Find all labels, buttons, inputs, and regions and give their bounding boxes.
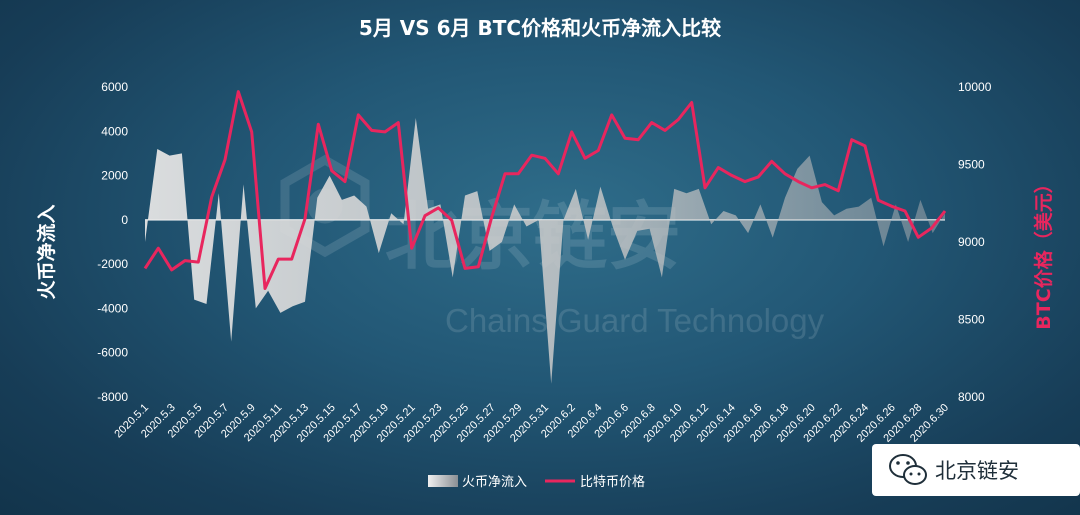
- left-tick-label: 6000: [101, 80, 128, 94]
- chart-title: 5月 VS 6月 BTC价格和火币净流入比较: [359, 16, 721, 40]
- watermark-cn: 北京链安: [385, 194, 681, 280]
- right-tick-label: 9000: [958, 235, 985, 249]
- right-tick-label: 10000: [958, 80, 992, 94]
- right-tick-label: 9500: [958, 158, 985, 172]
- x-axis-ticks: 2020.5.12020.5.32020.5.52020.5.72020.5.9…: [112, 402, 951, 445]
- right-axis-title: BTC价格（美元）: [1032, 174, 1055, 329]
- brand-badge-bg: [872, 444, 1080, 496]
- legend: 火币净流入 比特币价格: [428, 474, 645, 490]
- left-tick-label: -2000: [97, 257, 128, 271]
- legend-label-price: 比特币价格: [580, 474, 645, 490]
- gray-area-swatch: [428, 475, 458, 487]
- left-tick-label: -6000: [97, 346, 128, 360]
- watermark-en: Chains Guard Technology: [445, 302, 825, 339]
- brand-name: 北京链安: [935, 459, 1019, 483]
- series-area-inflow: [145, 118, 945, 384]
- series-line-btc-price: [143, 90, 947, 290]
- wechat-icon: [889, 454, 927, 485]
- left-axis-title: 火币净流入: [35, 204, 58, 299]
- left-tick-label: -4000: [97, 301, 128, 315]
- left-axis-ticks: 6000 4000 2000 0 -2000 -4000 -6000 -8000: [97, 80, 128, 404]
- left-tick-label: -8000: [97, 390, 128, 404]
- right-tick-label: 8500: [958, 313, 985, 327]
- left-tick-label: 0: [121, 213, 128, 227]
- plot-area: [143, 90, 947, 384]
- left-tick-label: 2000: [101, 169, 128, 183]
- legend-item-inflow[interactable]: 火币净流入: [428, 475, 527, 490]
- legend-label-inflow: 火币净流入: [462, 475, 527, 490]
- left-tick-label: 4000: [101, 124, 128, 138]
- legend-item-price[interactable]: 比特币价格: [545, 474, 645, 490]
- brand-badge: 北京链安: [872, 444, 1080, 496]
- right-axis-ticks: 10000 9500 9000 8500 8000: [958, 80, 992, 404]
- right-tick-label: 8000: [958, 390, 985, 404]
